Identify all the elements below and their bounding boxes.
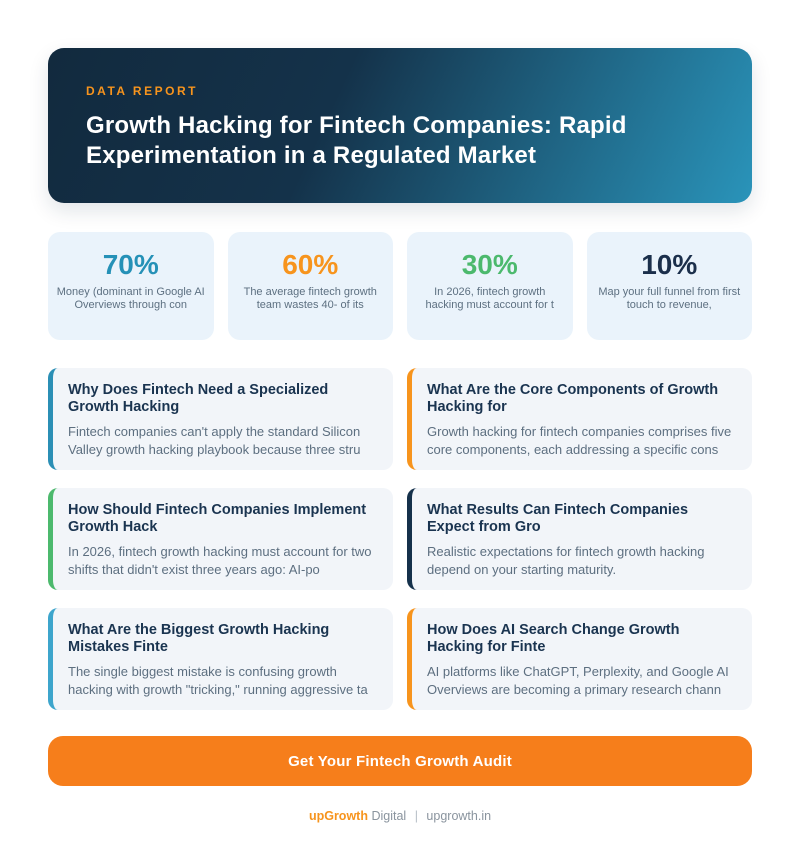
stat-card: 30% In 2026, fintech growth hacking must… bbox=[407, 232, 573, 340]
topic-cards-grid: Why Does Fintech Need a Specialized Grow… bbox=[48, 368, 752, 710]
topic-card-body: In 2026, fintech growth hacking must acc… bbox=[68, 544, 372, 577]
topic-card[interactable]: Why Does Fintech Need a Specialized Grow… bbox=[48, 368, 393, 470]
topic-card[interactable]: How Does AI Search Change Growth Hacking… bbox=[407, 608, 752, 710]
stat-value: 30% bbox=[461, 249, 518, 280]
stat-card: 60% The average fintech growth team wast… bbox=[227, 232, 393, 340]
topic-card-body: Realistic expectations for fintech growt… bbox=[427, 544, 705, 577]
topic-card-body: The single biggest mistake is confusing … bbox=[68, 664, 368, 697]
topic-card-body: AI platforms like ChatGPT, Perplexity, a… bbox=[427, 664, 729, 697]
footer: upGrowth Digital | upgrowth.in bbox=[48, 809, 752, 823]
topic-card-title: What Results Can Fintech Companies Expec… bbox=[427, 502, 689, 535]
eyebrow-label: DATA REPORT bbox=[86, 84, 198, 98]
topic-card-body: Growth hacking for fintech companies com… bbox=[427, 424, 732, 457]
topic-card[interactable]: What Results Can Fintech Companies Expec… bbox=[407, 488, 752, 590]
topic-card[interactable]: How Should Fintech Companies Implement G… bbox=[48, 488, 393, 590]
stat-card: 70% Money (dominant in Google AI Overvie… bbox=[48, 232, 214, 340]
topic-card-body: Fintech companies can't apply the standa… bbox=[68, 424, 361, 457]
stat-card: 10% Map your full funnel from first touc… bbox=[586, 232, 752, 340]
cta-button[interactable]: Get Your Fintech Growth Audit bbox=[48, 736, 752, 786]
stat-value: 10% bbox=[641, 249, 698, 280]
stat-value: 60% bbox=[282, 249, 339, 280]
topic-card-title: What Are the Core Components of Growth H… bbox=[427, 382, 719, 415]
topic-card-title: How Should Fintech Companies Implement G… bbox=[68, 502, 367, 535]
topic-card[interactable]: What Are the Biggest Growth Hacking Mist… bbox=[48, 608, 393, 710]
report-header: DATA REPORT Growth Hacking for Fintech C… bbox=[48, 48, 752, 203]
stat-value: 70% bbox=[102, 249, 159, 280]
topic-card[interactable]: What Are the Core Components of Growth H… bbox=[407, 368, 752, 470]
stat-label: Money (dominant in Google AI Overviews t… bbox=[56, 286, 205, 311]
topic-card-title: Why Does Fintech Need a Specialized Grow… bbox=[68, 382, 329, 415]
brand-name: upGrowth bbox=[308, 809, 368, 823]
topic-card-title: What Are the Biggest Growth Hacking Mist… bbox=[68, 622, 330, 655]
site-link[interactable]: upgrowth.in bbox=[426, 809, 492, 823]
footer-separator: | bbox=[414, 809, 418, 823]
page-title: Growth Hacking for Fintech Companies: Ra… bbox=[86, 112, 627, 169]
stats-row: 70% Money (dominant in Google AI Overvie… bbox=[48, 232, 752, 340]
brand-suffix: Digital bbox=[371, 809, 407, 823]
topic-card-title: How Does AI Search Change Growth Hacking… bbox=[427, 622, 680, 655]
stat-label: Map your full funnel from first touch to… bbox=[598, 286, 741, 311]
stat-label: The average fintech growth team wastes 4… bbox=[243, 286, 377, 311]
stat-label: In 2026, fintech growth hacking must acc… bbox=[425, 286, 554, 311]
